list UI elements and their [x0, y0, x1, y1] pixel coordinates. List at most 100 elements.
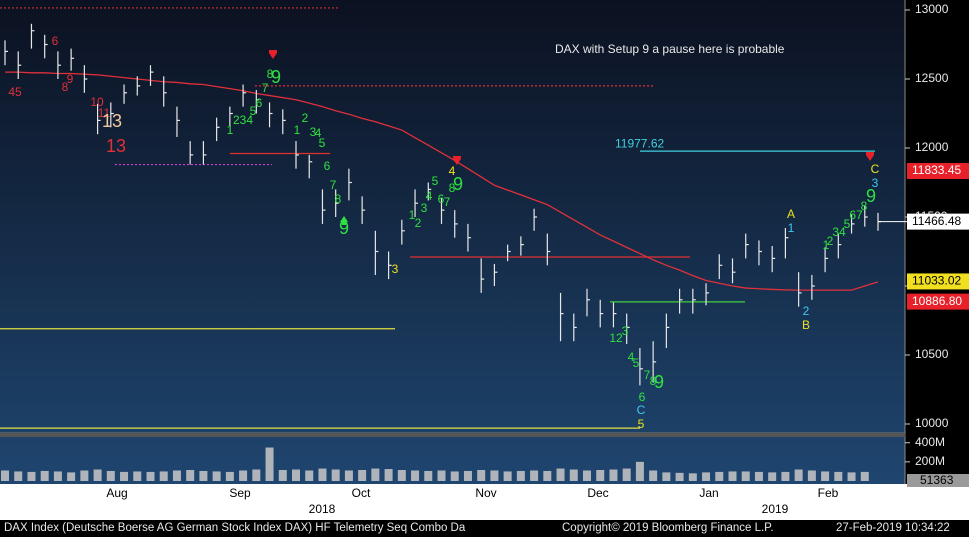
- volume-bar: [53, 471, 62, 481]
- setup-count: 5: [633, 356, 640, 370]
- arrow: [453, 156, 461, 165]
- volume-bar: [106, 470, 115, 481]
- volume-bar: [146, 471, 155, 481]
- volume-bar: [556, 468, 565, 481]
- setup-count: 5: [844, 217, 851, 231]
- volume-bar: [411, 470, 420, 481]
- volume-tag-label: 51363: [920, 473, 954, 487]
- volume-bar: [384, 469, 393, 481]
- setup-count: 2: [827, 234, 834, 248]
- x-tick-label: Nov: [475, 486, 496, 500]
- volume-bar: [847, 472, 856, 481]
- setup-count: 34: [832, 225, 846, 239]
- setup-count: 10: [90, 95, 104, 109]
- footer-background: [0, 520, 969, 537]
- setup-count: 8: [449, 181, 456, 195]
- volume-bar: [450, 471, 459, 481]
- price-tag: [907, 273, 969, 290]
- volume-bar: [292, 469, 300, 481]
- x-tick-label: Dec: [587, 486, 608, 500]
- y-tick-label: 10000: [915, 416, 949, 430]
- price-tag-label: 10886.80: [912, 294, 962, 308]
- volume-bar: [821, 471, 830, 481]
- volume-bar: [754, 471, 763, 481]
- setup-count: 5: [319, 136, 326, 150]
- setup-count: 8: [267, 67, 274, 81]
- volume-bar: [596, 470, 605, 481]
- volume-bar: [530, 470, 539, 481]
- setup-count: 9: [453, 174, 463, 194]
- setup-count: 8: [335, 192, 342, 206]
- setup-count: 234: [233, 113, 253, 127]
- y-tick-label: 12500: [915, 71, 949, 85]
- setup-count: 4: [449, 164, 456, 178]
- setup-count: 1: [227, 123, 234, 137]
- volume-bar: [371, 468, 380, 481]
- setup-count: 5: [250, 104, 257, 118]
- setup-count: 2: [415, 216, 422, 230]
- setup-count: 7: [330, 178, 337, 192]
- volume-bar: [503, 471, 512, 481]
- volume-bar: [715, 471, 724, 481]
- x-tick-label: Jan: [699, 486, 718, 500]
- volume-bar: [768, 472, 777, 481]
- volume-bar: [318, 468, 327, 481]
- volume-bar: [40, 470, 49, 481]
- setup-count: 2: [803, 304, 810, 318]
- setup-count: 3: [421, 201, 428, 215]
- setup-count: 6: [639, 390, 646, 404]
- volume-tag: [907, 474, 969, 487]
- volume-bar: [397, 470, 406, 481]
- setup-count: 9: [67, 72, 74, 86]
- setup-count: 5: [638, 417, 645, 431]
- setup-count: 8: [650, 374, 657, 388]
- x-tick-label: Oct: [352, 486, 371, 500]
- volume-bar: [225, 471, 234, 481]
- setup-count: 67: [849, 208, 863, 222]
- setup-count: C: [871, 162, 880, 176]
- volume-bar: [159, 471, 168, 481]
- volume-bar: [662, 472, 671, 481]
- volume-bar: [424, 470, 433, 481]
- setup-count: 1: [823, 238, 830, 252]
- volume-bar: [688, 473, 697, 481]
- x-tick-label: Aug: [106, 486, 127, 500]
- setup-count: 9: [866, 186, 876, 206]
- volume-bar: [67, 472, 76, 481]
- setup-count: 9: [271, 67, 281, 87]
- volume-bar: [675, 472, 684, 481]
- volume-bar: [463, 470, 472, 481]
- year-label: 2018: [309, 502, 336, 516]
- annotation: DAX with Setup 9 a pause here is probabl…: [555, 42, 785, 56]
- setup-count: 1: [409, 208, 416, 222]
- volume-bar: [807, 470, 816, 481]
- volume-bar: [490, 470, 499, 481]
- volume-bar: [635, 461, 644, 481]
- volume-bar: [741, 471, 750, 481]
- volume-bar: [252, 469, 261, 481]
- volume-bar: [265, 447, 274, 481]
- setup-count: 13: [106, 136, 126, 156]
- setup-count: 4: [628, 350, 635, 364]
- price-tag-label: 11033.02: [912, 274, 961, 288]
- volume-bar: [331, 469, 340, 481]
- volume-bar: [278, 470, 287, 481]
- arrow: [866, 152, 874, 161]
- price-tag-label: 11466.48: [912, 214, 961, 228]
- time-axis-background: [0, 484, 969, 520]
- setup-count: C: [637, 403, 646, 417]
- setup-count: 3: [392, 262, 399, 276]
- setup-count: 6: [438, 192, 445, 206]
- volume-bar: [93, 469, 102, 481]
- footer-right: 27-Feb-2019 10:34:22: [836, 522, 950, 534]
- x-tick-label: Feb: [818, 486, 839, 500]
- volume-bar: [358, 470, 367, 481]
- plot-background: [0, 0, 905, 484]
- volume-bar: [516, 470, 525, 481]
- arrow: [269, 50, 277, 59]
- setup-count: 8: [62, 80, 69, 94]
- price-tag: [907, 213, 969, 230]
- volume-bar: [27, 471, 36, 481]
- setup-count: 7: [262, 81, 269, 95]
